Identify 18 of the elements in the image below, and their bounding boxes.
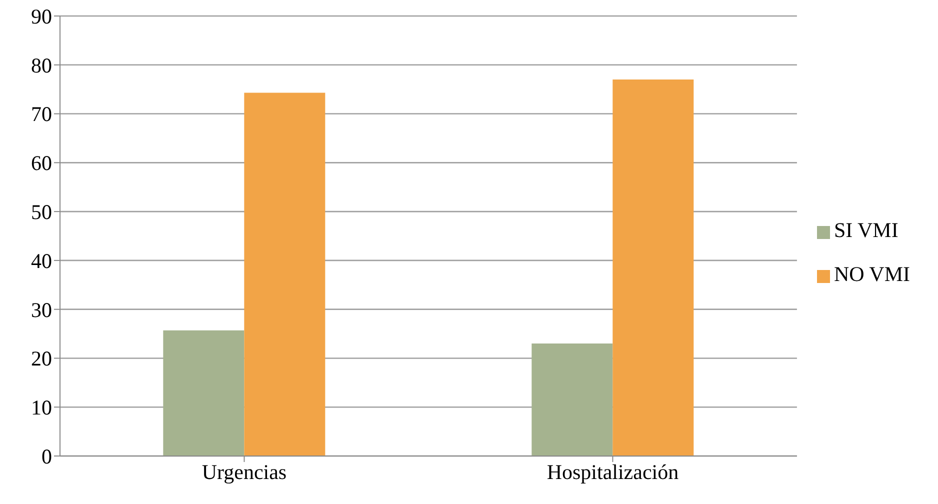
y-tick-label: 50 [31, 200, 52, 224]
x-tick-label: Urgencias [202, 460, 287, 484]
y-tick-label: 60 [31, 151, 52, 176]
legend-label: NO VMI [834, 262, 910, 286]
y-tick-label: 90 [31, 4, 52, 28]
y-tick-label: 70 [31, 102, 52, 126]
y-tick-label: 10 [31, 396, 52, 420]
y-tick-label: 80 [31, 53, 52, 78]
legend-label: SI VMI [834, 218, 898, 242]
bar [163, 330, 244, 456]
y-tick-label: 0 [42, 444, 52, 468]
y-tick-label: 30 [31, 298, 52, 322]
bar [532, 344, 613, 456]
bar [612, 80, 694, 456]
y-tick-label: 40 [31, 248, 52, 273]
x-tick-label: Hospitalización [546, 460, 680, 484]
bar [244, 92, 326, 456]
y-tick-label: 20 [31, 346, 52, 371]
